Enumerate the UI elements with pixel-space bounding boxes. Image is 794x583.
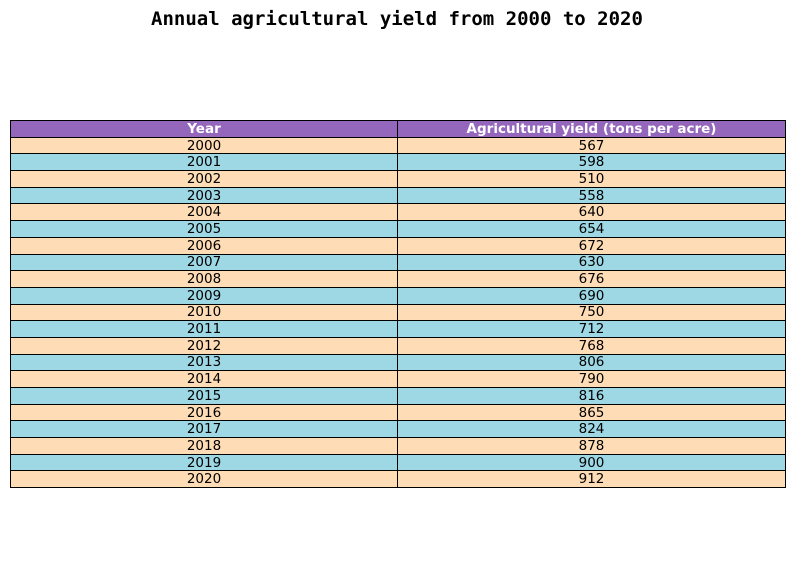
cell-year: 2007 (10, 253, 398, 272)
cell-year: 2000 (10, 136, 398, 155)
table-row: 2013 806 (10, 353, 786, 372)
cell-year: 2020 (10, 470, 398, 489)
table-row: 2016 865 (10, 403, 786, 422)
cell-yield: 640 (397, 203, 786, 222)
cell-year: 2003 (10, 186, 398, 205)
cell-yield: 672 (397, 236, 786, 255)
cell-yield: 878 (397, 437, 786, 455)
cell-year: 2005 (10, 220, 398, 238)
cell-yield: 865 (397, 403, 786, 422)
table-row: 2019 900 (10, 453, 786, 472)
table-row: 2020 912 (10, 470, 786, 489)
cell-yield: 690 (397, 286, 786, 305)
table-row: 2000 567 (10, 136, 786, 155)
cell-yield: 750 (397, 303, 786, 322)
cell-year: 2017 (10, 420, 398, 439)
table-row: 2015 816 (10, 387, 786, 405)
cell-year: 2004 (10, 203, 398, 222)
table-row: 2003 558 (10, 186, 786, 205)
table-body: 2000 567 2001 598 2002 510 2003 558 2004 640 2005 6… (10, 136, 786, 489)
cell-year: 2018 (10, 437, 398, 455)
cell-year: 2006 (10, 236, 398, 255)
table-row: 2004 640 (10, 203, 786, 222)
cell-year: 2008 (10, 270, 398, 288)
table-row: 2002 510 (10, 170, 786, 188)
cell-year: 2013 (10, 353, 398, 372)
cell-yield: 598 (397, 153, 786, 172)
cell-year: 2010 (10, 303, 398, 322)
cell-year: 2019 (10, 453, 398, 472)
column-header-year: Year (10, 120, 398, 138)
column-header-yield: Agricultural yield (tons per acre) (397, 120, 786, 138)
table-row: 2006 672 (10, 236, 786, 255)
cell-yield: 768 (397, 336, 786, 355)
cell-year: 2001 (10, 153, 398, 172)
cell-yield: 900 (397, 453, 786, 472)
chart-title: Annual agricultural yield from 2000 to 2… (151, 8, 643, 30)
table-row: 2001 598 (10, 153, 786, 172)
cell-yield: 912 (397, 470, 786, 489)
cell-yield: 676 (397, 270, 786, 288)
table-row: 2012 768 (10, 336, 786, 355)
cell-year: 2016 (10, 403, 398, 422)
cell-yield: 654 (397, 220, 786, 238)
table-row: 2007 630 (10, 253, 786, 272)
cell-yield: 567 (397, 136, 786, 155)
table-row: 2011 712 (10, 320, 786, 338)
cell-yield: 790 (397, 370, 786, 388)
cell-yield: 816 (397, 387, 786, 405)
table-row: 2017 824 (10, 420, 786, 439)
cell-yield: 712 (397, 320, 786, 338)
cell-year: 2002 (10, 170, 398, 188)
cell-year: 2015 (10, 387, 398, 405)
cell-yield: 824 (397, 420, 786, 439)
table-header-row: Year Agricultural yield (tons per acre) (10, 120, 786, 138)
cell-year: 2009 (10, 286, 398, 305)
cell-yield: 630 (397, 253, 786, 272)
table-row: 2010 750 (10, 303, 786, 322)
cell-year: 2011 (10, 320, 398, 338)
table-row: 2005 654 (10, 220, 786, 238)
cell-year: 2014 (10, 370, 398, 388)
table-row: 2014 790 (10, 370, 786, 388)
cell-yield: 558 (397, 186, 786, 205)
cell-year: 2012 (10, 336, 398, 355)
data-table: Year Agricultural yield (tons per acre) … (10, 120, 786, 489)
cell-yield: 806 (397, 353, 786, 372)
table-row: 2018 878 (10, 437, 786, 455)
table-row: 2009 690 (10, 286, 786, 305)
table-row: 2008 676 (10, 270, 786, 288)
cell-yield: 510 (397, 170, 786, 188)
